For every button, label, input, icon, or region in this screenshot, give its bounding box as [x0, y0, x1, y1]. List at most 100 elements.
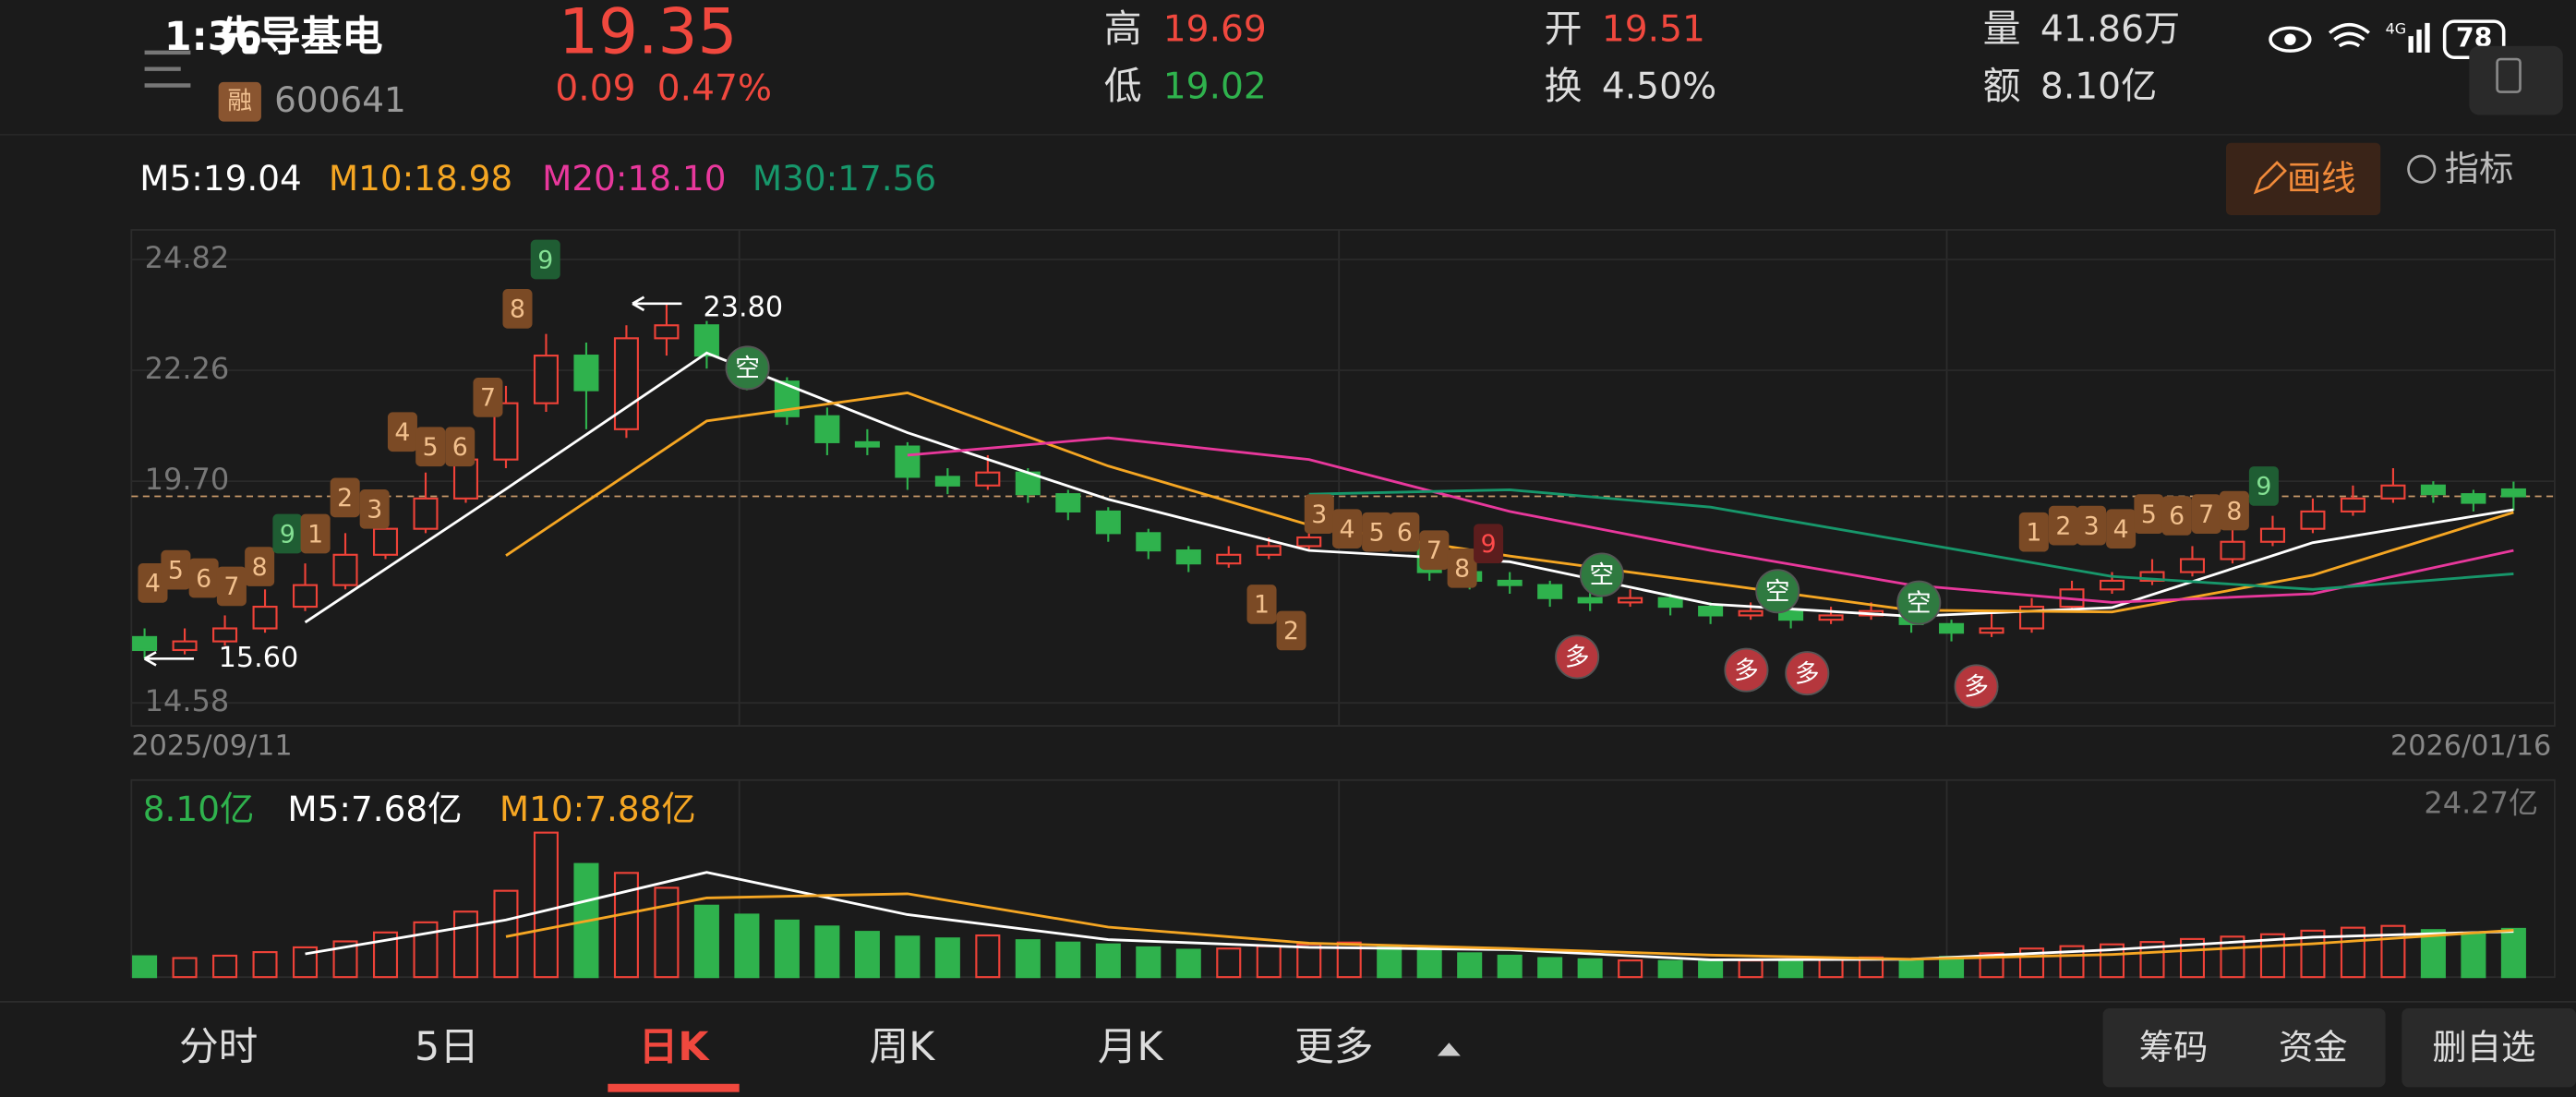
signal-label: 1 [2026, 518, 2041, 547]
ma-legend: M20:18.10 [542, 158, 726, 199]
signal-label: 3 [1311, 500, 1327, 529]
watch-button[interactable] [2401, 1007, 2576, 1088]
volume-bar [1296, 943, 1322, 979]
more-arrow[interactable] [1437, 1043, 1461, 1056]
candle-body [1657, 597, 1683, 609]
candle-body [1698, 606, 1724, 617]
signal-box [2018, 512, 2049, 552]
signal-circle [1755, 569, 1800, 614]
volume-bar [413, 921, 439, 979]
tab[interactable]: 更多 [1294, 1024, 1373, 1070]
candle-body [172, 640, 198, 652]
candle-body [332, 553, 358, 586]
tab[interactable]: 日K [639, 1024, 711, 1070]
signal-box [1246, 585, 1277, 624]
tab[interactable]: 分时 [179, 1024, 258, 1070]
tag: 融 [227, 87, 252, 115]
menu-icon[interactable] [144, 50, 191, 88]
volume-bar [1377, 946, 1402, 979]
ma-line [1308, 488, 2514, 591]
price: 19.35 [559, 0, 738, 68]
screen-button[interactable] [2469, 45, 2563, 115]
bottom-button[interactable]: 资金 [2279, 1027, 2348, 1067]
signal-box [2248, 466, 2279, 506]
candle-body [854, 440, 880, 448]
candle-body [1055, 493, 1081, 512]
candle-body [1939, 622, 1965, 634]
signal-box [1419, 530, 1450, 571]
signal-box [272, 513, 303, 554]
candle-body [934, 476, 960, 487]
volume-ma-legend: M5:7.68亿 [287, 789, 462, 829]
signal-box [161, 549, 191, 590]
volume-bar [1175, 948, 1201, 979]
candle-body [372, 527, 399, 556]
turnover-label: 换 [1545, 64, 1583, 108]
signal-label: 2 [337, 484, 353, 512]
button-group [2102, 1007, 2386, 1088]
signal-label: 多 [1565, 644, 1590, 672]
signal-label: 8 [2226, 497, 2242, 525]
signal-label: 空 [1907, 589, 1932, 618]
volume-bar [934, 937, 960, 979]
volume-bar [1738, 959, 1763, 979]
draw-label[interactable]: 画线 [2287, 158, 2356, 199]
candle-body [1537, 584, 1563, 599]
high: 19.69 [1163, 8, 1267, 50]
y-tick-label: 19.70 [145, 462, 230, 497]
tab[interactable]: 周K [870, 1024, 936, 1070]
signal-box [502, 289, 533, 329]
signal-box [1304, 494, 1334, 534]
candle-body [252, 606, 278, 630]
signal-label: 6 [452, 433, 468, 462]
signal-circle [1954, 664, 1999, 709]
y-tick-label: 24.82 [145, 240, 230, 275]
volume-bar [293, 946, 319, 979]
volume-bar [1216, 947, 1242, 979]
signal-box [530, 239, 560, 280]
ma-legend: M10:18.98 [329, 158, 512, 199]
signal-box [2106, 509, 2137, 548]
signal-circle [1896, 580, 1942, 625]
bottom-button[interactable]: 筹码 [2139, 1027, 2209, 1067]
signal-box [1447, 548, 1477, 588]
signal-label: 4 [1340, 515, 1355, 544]
candle-body [1618, 597, 1643, 604]
volume-bar [1657, 959, 1683, 979]
signal-label: 5 [168, 556, 184, 585]
candle-body [613, 337, 639, 430]
signal-label: 9 [537, 246, 553, 274]
high-arrow [632, 295, 682, 312]
tab[interactable]: 5日 [415, 1024, 479, 1070]
volume-current: 8.10亿 [143, 789, 255, 829]
date-start: 2025/09/11 [131, 730, 292, 763]
draw-button[interactable] [2226, 142, 2381, 215]
volume-bar [1818, 958, 1844, 979]
signal-label: 7 [1426, 536, 1442, 565]
candle-body [1136, 532, 1162, 552]
signal-box [2161, 496, 2192, 536]
candle-body [1818, 614, 1844, 621]
signal-box [387, 412, 417, 452]
tab[interactable]: 月K [1098, 1024, 1164, 1070]
bottom-button[interactable]: 删自选 [2432, 1027, 2535, 1067]
signal-label: 7 [2198, 500, 2214, 529]
candle-body [1738, 609, 1763, 617]
volume-bar [693, 904, 719, 979]
signal-box [330, 477, 360, 518]
amount-label: 额 [1983, 64, 2021, 108]
candle-body [1256, 545, 1282, 556]
volume-bar [654, 886, 680, 979]
volume-bar [1939, 956, 1965, 979]
volume-bar [2461, 932, 2486, 979]
low-arrow [143, 651, 194, 667]
candle-body [1175, 549, 1201, 565]
y-tick-label: 22.26 [145, 351, 230, 386]
signal-label: 1 [307, 520, 323, 548]
candle-body [2420, 484, 2446, 496]
candle-body [2340, 497, 2365, 512]
tag-box [218, 81, 261, 122]
indicator-label[interactable]: 指标 [2445, 148, 2514, 188]
volume-bar [1618, 959, 1643, 979]
